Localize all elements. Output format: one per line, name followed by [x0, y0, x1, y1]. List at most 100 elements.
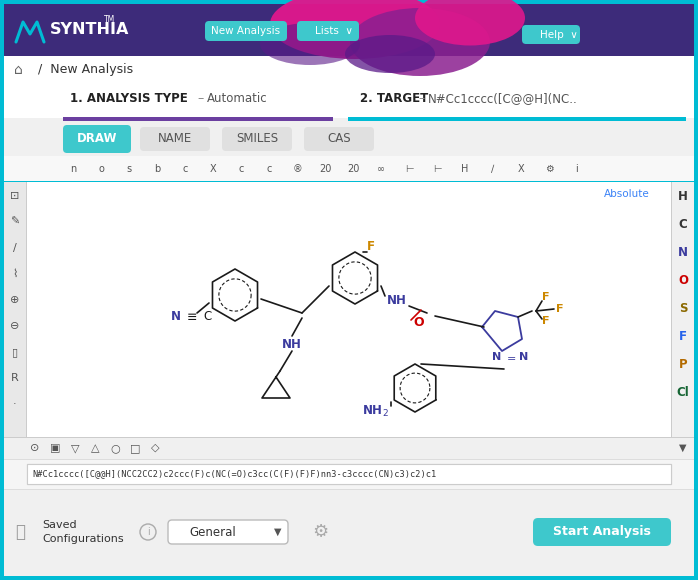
Text: Start Analysis: Start Analysis	[553, 525, 651, 538]
FancyBboxPatch shape	[522, 25, 580, 44]
Bar	[4, 459, 694, 460]
FancyBboxPatch shape	[297, 21, 359, 41]
Text: b: b	[154, 164, 160, 174]
Text: n: n	[70, 164, 76, 174]
FancyBboxPatch shape	[205, 21, 287, 41]
Bar	[4, 156, 694, 182]
Bar	[4, 182, 90, 437]
Text: F: F	[556, 304, 564, 314]
Text: ≡: ≡	[187, 310, 198, 324]
Text: ∞: ∞	[377, 164, 385, 174]
FancyBboxPatch shape	[222, 127, 292, 151]
Bar	[4, 181, 694, 183]
Text: Absolute: Absolute	[604, 189, 650, 199]
Text: /  New Analysis: / New Analysis	[38, 63, 133, 77]
Text: ○: ○	[110, 443, 120, 453]
Text: Saved: Saved	[42, 520, 77, 530]
Text: N#Cc1cccc([C@@H](NCC2CC2)c2ccc(F)c(NC(=O)c3cc(C(F)(F)F)nn3-c3cccc(CN)c3)c2)c1: N#Cc1cccc([C@@H](NCC2CC2)c2ccc(F)c(NC(=O…	[32, 469, 436, 478]
Bar	[4, 83, 694, 122]
Text: ▼: ▼	[679, 443, 687, 453]
Text: ⊢: ⊢	[405, 164, 413, 174]
Text: Cl: Cl	[676, 386, 690, 398]
Text: ®: ®	[292, 164, 302, 174]
Ellipse shape	[270, 0, 440, 59]
Text: ⊕: ⊕	[10, 295, 20, 305]
Text: ⊖: ⊖	[10, 321, 20, 331]
Text: □: □	[130, 443, 140, 453]
Text: N: N	[519, 352, 528, 362]
Bar	[4, 182, 90, 437]
Text: X: X	[209, 164, 216, 174]
Text: ⊡: ⊡	[10, 191, 20, 201]
Text: O: O	[678, 274, 688, 287]
Text: o: o	[98, 164, 104, 174]
Bar	[4, 459, 694, 489]
Text: c: c	[182, 164, 188, 174]
Text: ⌇: ⌇	[13, 269, 17, 279]
Text: F: F	[367, 240, 375, 252]
Text: ▯: ▯	[12, 347, 18, 357]
Text: ▣: ▣	[50, 443, 60, 453]
Text: 2: 2	[383, 408, 388, 418]
Bar	[4, 489, 694, 576]
Text: 20: 20	[347, 164, 359, 174]
Bar	[4, 122, 694, 156]
Text: 20: 20	[319, 164, 331, 174]
Bar	[348, 117, 686, 121]
Text: ◇: ◇	[151, 443, 159, 453]
Ellipse shape	[350, 8, 490, 76]
FancyBboxPatch shape	[304, 127, 374, 151]
Text: ⊢: ⊢	[433, 164, 441, 174]
Text: R: R	[11, 373, 19, 383]
Bar	[4, 489, 694, 490]
Text: 1. ANALYSIS TYPE: 1. ANALYSIS TYPE	[70, 92, 188, 106]
Text: X: X	[518, 164, 524, 174]
Ellipse shape	[260, 23, 360, 65]
Text: ⊙: ⊙	[30, 443, 40, 453]
Bar	[27, 464, 671, 484]
Text: Lists  ∨: Lists ∨	[315, 26, 353, 36]
Text: SMILES: SMILES	[236, 132, 278, 146]
Bar	[27, 182, 671, 437]
Text: New Analysis: New Analysis	[211, 26, 281, 36]
FancyBboxPatch shape	[533, 518, 671, 546]
Text: CAS: CAS	[327, 132, 351, 146]
Text: ⌂: ⌂	[14, 63, 22, 77]
FancyBboxPatch shape	[168, 520, 288, 544]
Text: Automatic: Automatic	[207, 92, 267, 106]
Text: –: –	[418, 92, 424, 106]
Bar	[672, 182, 694, 437]
Text: NAME: NAME	[158, 132, 192, 146]
Text: ▽: ▽	[70, 443, 80, 453]
Text: ⚙: ⚙	[312, 523, 328, 541]
Text: DRAW: DRAW	[77, 132, 117, 146]
Ellipse shape	[345, 35, 435, 73]
Text: F: F	[542, 316, 550, 326]
Text: /: /	[13, 243, 17, 253]
Bar	[63, 117, 333, 121]
Bar	[27, 464, 671, 484]
Text: H: H	[461, 164, 468, 174]
Text: O: O	[414, 317, 424, 329]
Text: C: C	[203, 310, 211, 324]
Text: i: i	[576, 164, 579, 174]
Bar	[4, 182, 26, 437]
Text: NH: NH	[282, 339, 302, 351]
Bar	[26, 182, 27, 437]
Bar	[4, 83, 694, 118]
Text: ✎: ✎	[10, 217, 20, 227]
Text: Configurations: Configurations	[42, 534, 124, 544]
Bar	[4, 56, 694, 83]
Bar	[4, 4, 694, 56]
Text: c: c	[267, 164, 272, 174]
Text: F: F	[679, 329, 687, 343]
Text: ⚙: ⚙	[544, 164, 554, 174]
Text: ∕: ∕	[491, 164, 495, 174]
Text: ·: ·	[13, 399, 17, 409]
Text: S: S	[678, 302, 688, 314]
Text: NH: NH	[363, 404, 383, 416]
Text: s: s	[126, 164, 131, 174]
Text: Help  ∨: Help ∨	[540, 30, 578, 40]
Text: TM: TM	[104, 14, 115, 24]
Text: △: △	[91, 443, 99, 453]
